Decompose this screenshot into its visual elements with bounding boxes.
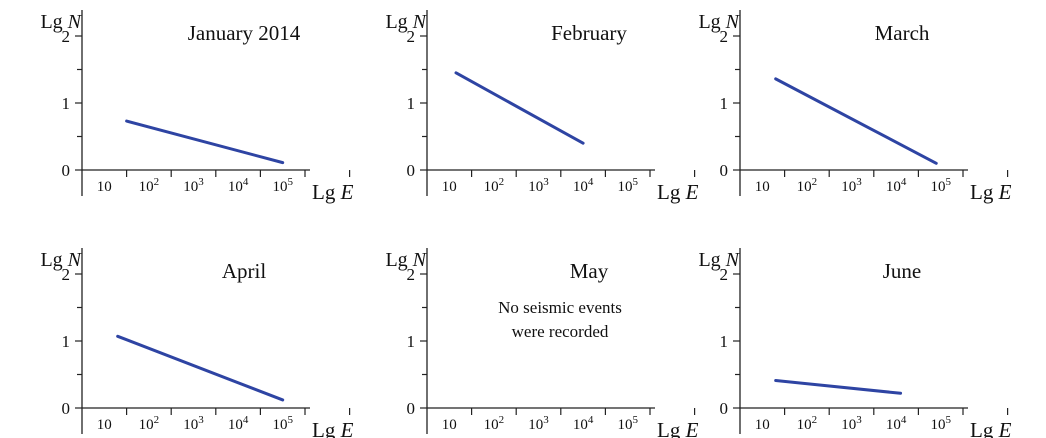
x-axis-label: Lg E bbox=[657, 180, 699, 204]
x-tick-label: 105 bbox=[617, 414, 638, 433]
x-axis-label: Lg E bbox=[657, 418, 699, 438]
panel-3: 0 1 2 10 102 103 104 105 Lg N Lg E March bbox=[698, 10, 1012, 204]
x-tick-label: 102 bbox=[139, 414, 160, 433]
panel-title: June bbox=[883, 259, 922, 283]
x-tick-label: 103 bbox=[841, 176, 862, 195]
x-tick-label: 104 bbox=[228, 414, 249, 433]
panel-1: 0 1 2 10 102 103 104 105 Lg N Lg E January 2014 bbox=[40, 10, 354, 204]
x-tick-label: 10 bbox=[442, 417, 457, 433]
y-tick-label: 0 bbox=[407, 399, 416, 418]
y-tick-label: 2 bbox=[62, 265, 71, 284]
panel-2: 0 1 2 10 102 103 104 105 Lg N Lg E February bbox=[385, 10, 699, 204]
y-axis-label: Lg N bbox=[698, 11, 740, 33]
x-tick-label: 104 bbox=[573, 414, 594, 433]
series-line bbox=[454, 71, 585, 145]
x-tick-label: 103 bbox=[183, 176, 204, 195]
y-tick-label: 2 bbox=[720, 27, 729, 46]
x-tick-label: 104 bbox=[886, 414, 907, 433]
no-data-note: No seismic events bbox=[498, 298, 622, 317]
series-line bbox=[774, 77, 938, 165]
panel-title: March bbox=[875, 21, 930, 45]
x-tick-label: 10 bbox=[755, 179, 770, 195]
y-tick-label: 2 bbox=[407, 265, 416, 284]
y-tick-label: 1 bbox=[720, 332, 729, 351]
y-axis-label: Lg N bbox=[40, 249, 82, 271]
x-tick-label: 102 bbox=[484, 414, 505, 433]
y-tick-label: 0 bbox=[62, 399, 71, 418]
x-tick-label: 104 bbox=[228, 176, 249, 195]
x-tick-label: 104 bbox=[886, 176, 907, 195]
x-axis-label: Lg E bbox=[970, 418, 1012, 438]
series-line bbox=[774, 379, 903, 395]
x-tick-label: 103 bbox=[528, 176, 549, 195]
x-tick-label: 103 bbox=[183, 414, 204, 433]
x-tick-label: 105 bbox=[930, 176, 951, 195]
panel-title: April bbox=[222, 259, 266, 283]
panel-title: May bbox=[570, 259, 609, 283]
x-tick-label: 10 bbox=[97, 179, 112, 195]
y-tick-label: 0 bbox=[62, 161, 71, 180]
x-tick-label: 104 bbox=[573, 176, 594, 195]
y-tick-label: 2 bbox=[62, 27, 71, 46]
x-tick-label: 105 bbox=[272, 176, 293, 195]
y-axis-label: Lg N bbox=[698, 249, 740, 271]
series-line bbox=[125, 119, 285, 165]
y-axis-label: Lg N bbox=[40, 11, 82, 33]
y-tick-label: 0 bbox=[407, 161, 416, 180]
y-tick-label: 1 bbox=[62, 94, 71, 113]
x-tick-label: 10 bbox=[97, 417, 112, 433]
y-tick-label: 1 bbox=[407, 94, 416, 113]
y-tick-label: 1 bbox=[407, 332, 416, 351]
x-tick-label: 105 bbox=[930, 414, 951, 433]
y-tick-label: 0 bbox=[720, 161, 729, 180]
panel-title: January 2014 bbox=[188, 21, 301, 45]
panel-4: 0 1 2 10 102 103 104 105 Lg N Lg E April bbox=[40, 248, 354, 438]
x-tick-label: 10 bbox=[442, 179, 457, 195]
x-tick-label: 102 bbox=[797, 176, 818, 195]
x-axis-label: Lg E bbox=[312, 180, 354, 204]
y-tick-label: 2 bbox=[407, 27, 416, 46]
panel-title: February bbox=[551, 21, 627, 45]
y-axis-label: Lg N bbox=[385, 249, 427, 271]
x-tick-label: 102 bbox=[139, 176, 160, 195]
y-axis-label: Lg N bbox=[385, 11, 427, 33]
y-tick-label: 1 bbox=[62, 332, 71, 351]
x-tick-label: 102 bbox=[484, 176, 505, 195]
x-tick-label: 103 bbox=[528, 414, 549, 433]
y-tick-label: 2 bbox=[720, 265, 729, 284]
x-tick-label: 103 bbox=[841, 414, 862, 433]
x-tick-label: 10 bbox=[755, 417, 770, 433]
x-axis-label: Lg E bbox=[970, 180, 1012, 204]
x-axis-label: Lg E bbox=[312, 418, 354, 438]
y-tick-label: 0 bbox=[720, 399, 729, 418]
y-tick-label: 1 bbox=[720, 94, 729, 113]
x-tick-label: 105 bbox=[272, 414, 293, 433]
x-tick-label: 105 bbox=[617, 176, 638, 195]
panel-6: 0 1 2 10 102 103 104 105 Lg N Lg E June bbox=[698, 248, 1012, 438]
no-data-note: were recorded bbox=[512, 322, 609, 341]
panel-5: 0 1 2 10 102 103 104 105 Lg N Lg E May No seismic e… bbox=[385, 248, 699, 438]
x-tick-label: 102 bbox=[797, 414, 818, 433]
series-line bbox=[116, 334, 285, 402]
